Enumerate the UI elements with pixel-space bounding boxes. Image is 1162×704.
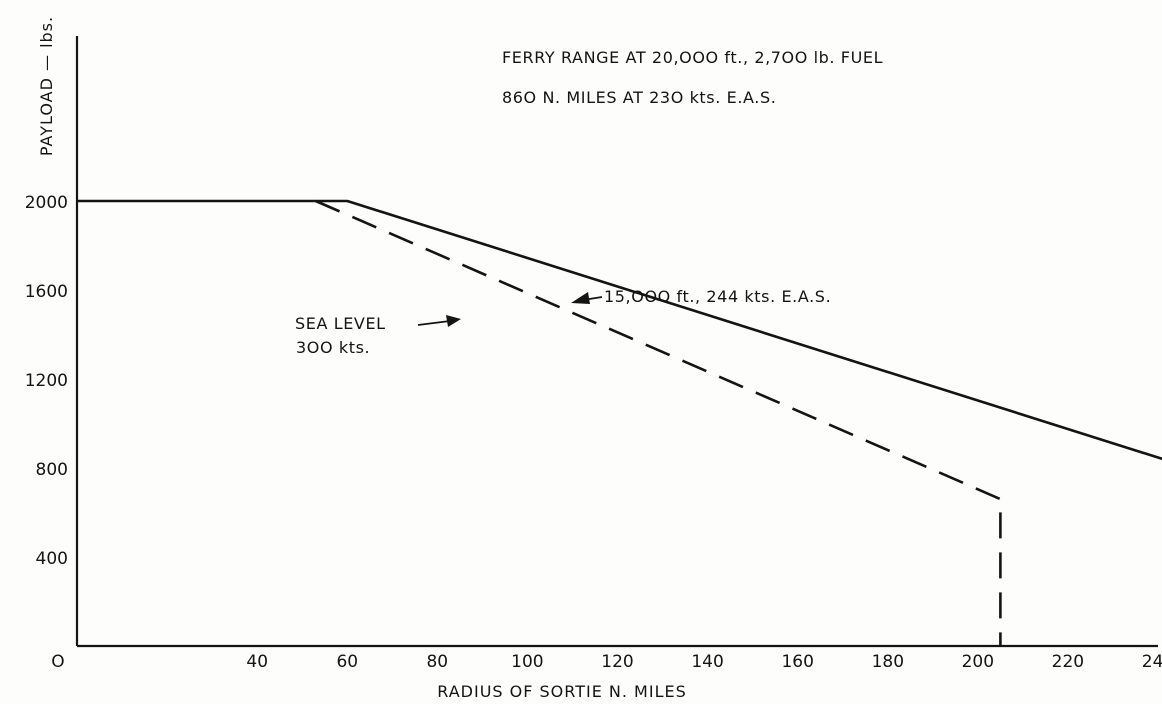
x-tick-label: 180 bbox=[872, 652, 904, 672]
x-tick-labels: O406080100120140160180200220240260 bbox=[51, 652, 1162, 672]
x-tick-label: 160 bbox=[781, 652, 813, 672]
x-tick-label: O bbox=[51, 652, 64, 672]
series-label-15000ft-arrowhead bbox=[571, 292, 590, 304]
series-label-sea-level-leader bbox=[417, 320, 451, 326]
x-tick-label: 40 bbox=[246, 652, 268, 672]
y-tick-label: 2000 bbox=[25, 193, 68, 213]
series-label-sea-level-arrowhead bbox=[446, 315, 461, 327]
series-label-15000ft: 15,OOO ft., 244 kts. E.A.S. bbox=[571, 287, 831, 306]
series-line-15000ft bbox=[77, 199, 1162, 461]
x-tick-label: 100 bbox=[511, 652, 543, 672]
x-tick-label: 80 bbox=[426, 652, 448, 672]
y-tick-label: 800 bbox=[36, 460, 68, 480]
x-tick-label: 220 bbox=[1052, 652, 1084, 672]
x-tick-label: 200 bbox=[962, 652, 994, 672]
series-label-sea-level-line2: 3OO kts. bbox=[296, 338, 370, 357]
x-tick-label: 60 bbox=[336, 652, 358, 672]
x-tick-label: 120 bbox=[601, 652, 633, 672]
y-tick-label: 400 bbox=[36, 549, 68, 569]
ferry-speed-note: 86O N. MILES AT 23O kts. E.A.S. bbox=[502, 88, 776, 107]
series-label-sea-level: SEA LEVEL 3OO kts. bbox=[295, 314, 461, 357]
y-tick-label: 1600 bbox=[25, 282, 68, 302]
series-line-sea-level bbox=[315, 199, 1002, 646]
x-tick-label: 140 bbox=[691, 652, 723, 672]
y-tick-labels: 400 800 1200 1600 2000 bbox=[25, 193, 68, 569]
series-layer bbox=[77, 199, 1162, 646]
x-tick-label: 240 bbox=[1142, 652, 1162, 672]
x-axis-title: RADIUS OF SORTIE N. MILES bbox=[437, 682, 687, 701]
series-label-15000ft-text: 15,OOO ft., 244 kts. E.A.S. bbox=[604, 287, 831, 306]
ferry-range-note: FERRY RANGE AT 20,OOO ft., 2,7OO lb. FUE… bbox=[502, 48, 883, 67]
y-tick-label: 1200 bbox=[25, 371, 68, 391]
y-axis-title: PAYLOAD — lbs. bbox=[37, 16, 56, 156]
series-label-sea-level-line1: SEA LEVEL bbox=[295, 314, 386, 333]
